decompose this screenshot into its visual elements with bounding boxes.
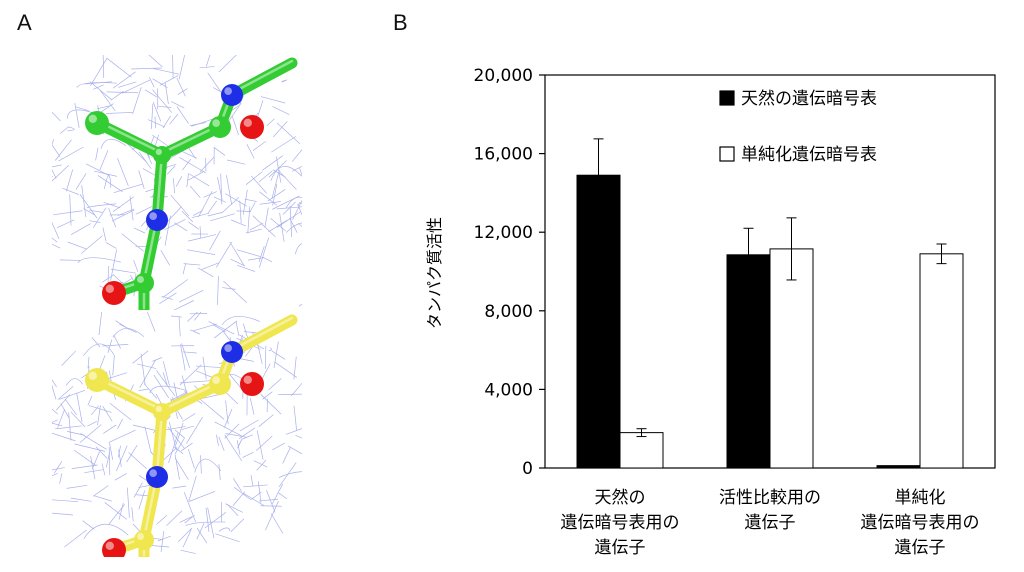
y-tick-label: 4,000 [484,380,533,400]
carbon-atom [85,368,109,392]
x-tick-label: 遺伝暗号表用の [561,513,680,533]
carbon-atom [134,530,154,550]
carbon-atom [153,403,171,421]
panel-label-b: B [393,10,408,35]
bar [576,174,621,469]
y-tick-label: 8,000 [484,302,533,322]
oxygen-atom [240,115,264,139]
x-tick-label: 遺伝子 [745,513,796,533]
bar [919,253,964,469]
y-tick-label: 0 [522,459,533,479]
y-tick-label: 16,000 [474,145,533,165]
legend-swatch-simplified [719,146,735,162]
density-mesh [52,55,302,310]
bars [576,138,964,469]
bond [226,57,298,101]
y-axis-label: タンパク質活性 [425,217,444,329]
bond [91,117,168,161]
legend-swatch-natural [719,90,735,106]
panel-label-a: A [17,10,32,35]
bond [91,374,168,418]
protein-activity-bar-chart: 0 4,000 8,000 12,000 16,000 20,000 タンパク質活性 天然… [425,66,996,558]
y-tick-label: 20,000 [474,66,533,86]
electron-density-structure-green [52,55,302,310]
bar [726,254,771,469]
carbon-atom [153,146,171,164]
oxygen-atom [102,281,126,305]
legend-label-natural: 天然の遺伝暗号表 [741,89,877,109]
legend: 天然の遺伝暗号表 単純化遺伝暗号表 [719,89,877,165]
structure-background [52,55,302,310]
x-tick-label: 遺伝子 [595,538,646,558]
oxygen-atom [240,372,264,396]
bar [876,465,921,469]
electron-density-structure-yellow [52,312,302,557]
bond [226,314,298,358]
x-tick-label: 活性比較用の [719,488,821,508]
carbon-atom [85,111,109,135]
nitrogen-atom [146,466,168,488]
y-tick-label: 12,000 [474,223,533,243]
x-tick-label: 単純化 [895,488,946,508]
structure-background [52,312,302,557]
carbon-atom [209,116,231,138]
nitrogen-atom [221,341,243,363]
bar [769,248,814,469]
nitrogen-atom [146,209,168,231]
x-tick-label: 遺伝暗号表用の [861,513,980,533]
bar [619,432,664,469]
x-tick-label: 遺伝子 [895,538,946,558]
legend-label-simplified: 単純化遺伝暗号表 [741,145,877,165]
carbon-atom [209,373,231,395]
x-tick-label: 天然の [595,488,646,508]
carbon-atom [134,273,154,293]
nitrogen-atom [221,84,243,106]
density-mesh [52,312,302,557]
